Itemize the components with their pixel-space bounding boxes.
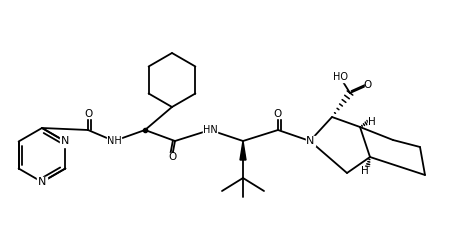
Bar: [37, 177, 47, 187]
Text: H: H: [368, 117, 376, 127]
Bar: [365, 81, 372, 89]
Text: NH: NH: [106, 136, 121, 146]
Polygon shape: [240, 141, 246, 160]
Bar: [203, 125, 217, 134]
Bar: [367, 118, 377, 126]
Bar: [169, 153, 176, 161]
Bar: [332, 73, 348, 82]
Bar: [60, 137, 71, 146]
Text: O: O: [274, 109, 282, 119]
Bar: [84, 110, 91, 118]
Text: O: O: [168, 152, 176, 162]
Text: N: N: [61, 137, 70, 146]
Text: H: H: [361, 166, 369, 176]
Bar: [361, 167, 370, 176]
Bar: [274, 110, 282, 118]
Text: HO: HO: [332, 72, 348, 82]
Text: N: N: [306, 136, 314, 146]
Bar: [306, 136, 314, 146]
Text: N: N: [38, 177, 46, 187]
Text: O: O: [364, 80, 372, 90]
Bar: [107, 137, 121, 145]
Text: O: O: [84, 109, 92, 119]
Text: HN: HN: [203, 125, 218, 135]
